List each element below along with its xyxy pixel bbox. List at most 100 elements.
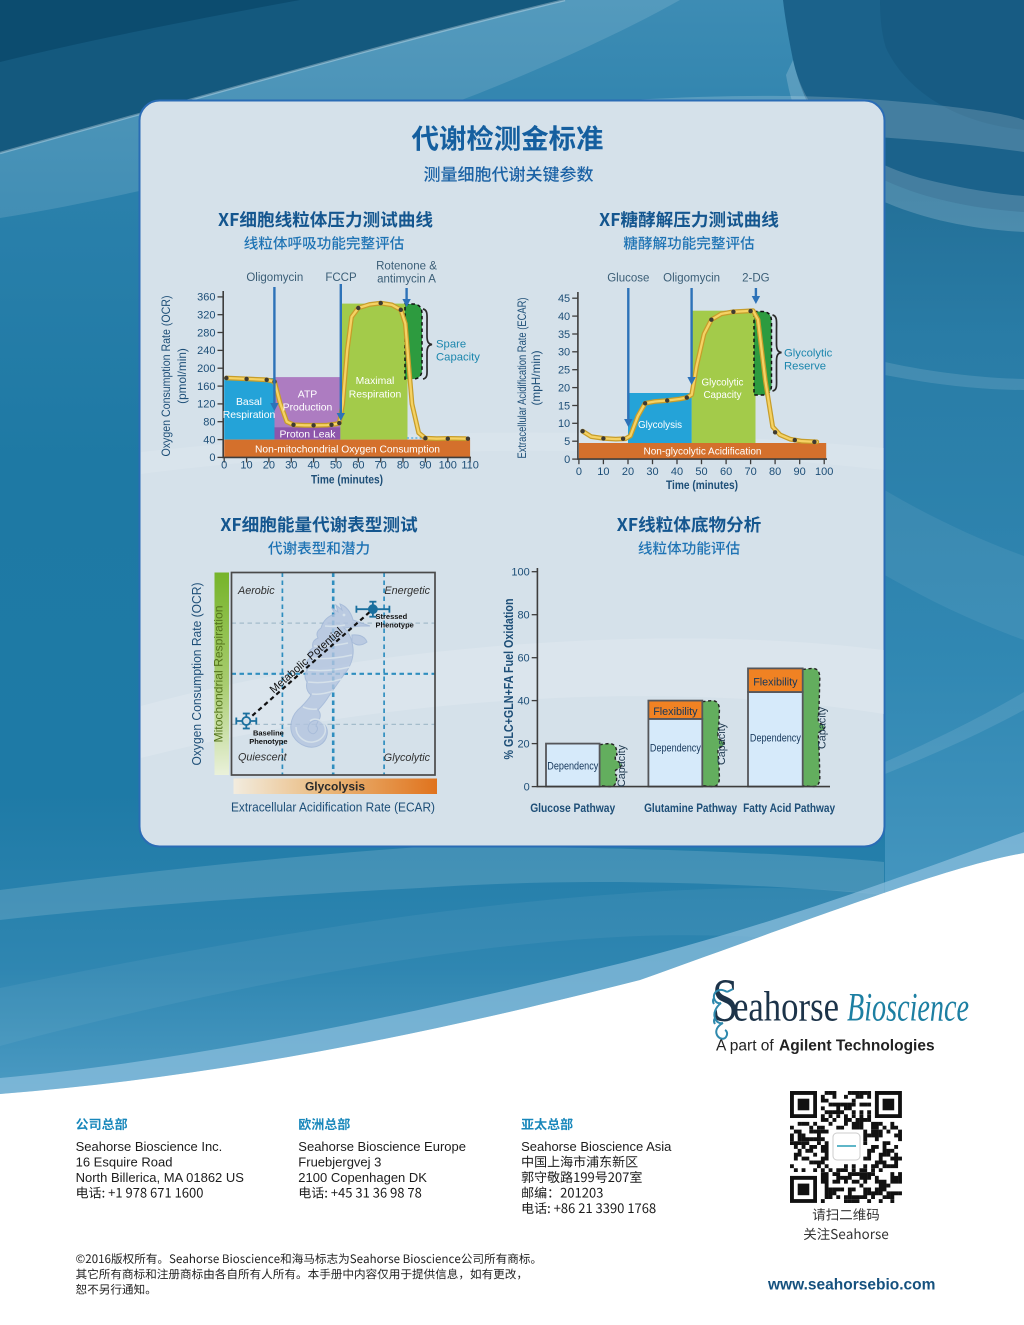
svg-text:Bioscience: Bioscience: [847, 984, 969, 1029]
svg-text:Glycolytic: Glycolytic: [784, 348, 833, 360]
svg-text:Phenotype: Phenotype: [249, 737, 287, 746]
svg-text:eahorse: eahorse: [733, 984, 839, 1030]
svg-text:0: 0: [209, 452, 215, 464]
svg-text:Glycolytic: Glycolytic: [702, 378, 744, 389]
svg-text:16 Esquire Road: 16 Esquire Road: [76, 1155, 173, 1170]
svg-text:Oxygen Consumption Rate (OCR): Oxygen Consumption Rate (OCR): [189, 583, 204, 766]
svg-text:Oligomycin: Oligomycin: [663, 273, 720, 285]
svg-text:80: 80: [769, 466, 781, 478]
svg-text:Glutamine Pathway: Glutamine Pathway: [644, 801, 737, 815]
svg-text:Glycolysis: Glycolysis: [638, 420, 682, 431]
svg-text:Seahorse Bioscience Inc.: Seahorse Bioscience Inc.: [76, 1139, 223, 1154]
svg-text:90: 90: [794, 466, 806, 478]
svg-text:% GLC+GLN+FA Fuel Oxidation: % GLC+GLN+FA Fuel Oxidation: [502, 599, 516, 760]
svg-text:Capacity: Capacity: [616, 744, 628, 787]
svg-text:Capacity: Capacity: [703, 390, 741, 401]
svg-text:antimycin A: antimycin A: [377, 274, 436, 286]
svg-text:Dependency: Dependency: [750, 733, 801, 745]
svg-text:40: 40: [517, 695, 529, 707]
svg-text:0: 0: [576, 466, 582, 478]
svg-text:North Billerica, MA 01862 US: North Billerica, MA 01862 US: [76, 1170, 245, 1185]
svg-text:S: S: [712, 966, 738, 1034]
svg-text:Glycolysis: Glycolysis: [305, 780, 365, 794]
svg-text:0: 0: [221, 460, 227, 472]
svg-text:60: 60: [352, 460, 364, 472]
svg-text:90: 90: [419, 460, 431, 472]
svg-text:Fatty Acid Pathway: Fatty Acid Pathway: [743, 801, 835, 815]
svg-text:320: 320: [197, 310, 215, 322]
svg-text:Aerobic: Aerobic: [237, 585, 275, 597]
svg-text:20: 20: [517, 738, 529, 750]
svg-text:10: 10: [597, 466, 609, 478]
svg-text:5: 5: [564, 436, 570, 448]
svg-text:360: 360: [197, 292, 215, 304]
svg-text:Capacity: Capacity: [436, 352, 480, 364]
svg-text:20: 20: [263, 460, 275, 472]
svg-text:15: 15: [558, 400, 570, 412]
svg-text:Spare: Spare: [436, 339, 466, 351]
svg-text:280: 280: [197, 327, 215, 339]
svg-text:100: 100: [815, 466, 833, 478]
svg-text:Baseline: Baseline: [253, 729, 284, 738]
svg-text:Non-mitochondrial Oxygen Consu: Non-mitochondrial Oxygen Consumption: [255, 445, 440, 456]
svg-text:80: 80: [203, 417, 215, 429]
svg-text:20: 20: [622, 466, 634, 478]
svg-text:110: 110: [461, 460, 479, 472]
svg-text:Oligomycin: Oligomycin: [246, 272, 303, 284]
svg-text:Extracellular Acidification Ra: Extracellular Acidification Rate (ECAR): [515, 297, 529, 458]
svg-text:Fruebjergvej 3: Fruebjergvej 3: [298, 1155, 381, 1170]
svg-text:100: 100: [439, 460, 457, 472]
svg-text:Quiescent: Quiescent: [238, 752, 288, 764]
svg-text:50: 50: [330, 460, 342, 472]
svg-text:A part of: A part of: [716, 1038, 774, 1055]
svg-text:10: 10: [240, 460, 252, 472]
svg-text:Time (minutes): Time (minutes): [311, 473, 383, 487]
svg-text:Time (minutes): Time (minutes): [666, 478, 738, 492]
svg-text:Agilent Technologies: Agilent Technologies: [779, 1038, 935, 1055]
svg-text:0: 0: [564, 454, 570, 466]
svg-text:ATP: ATP: [298, 390, 318, 401]
svg-text:30: 30: [646, 466, 658, 478]
svg-text:2-DG: 2-DG: [742, 273, 770, 285]
svg-text:30: 30: [285, 460, 297, 472]
svg-text:Mitochondrial Respiration: Mitochondrial Respiration: [212, 606, 226, 743]
svg-text:Flexibility: Flexibility: [653, 706, 698, 718]
svg-text:70: 70: [744, 466, 756, 478]
svg-text:Glucose Pathway: Glucose Pathway: [530, 801, 615, 815]
svg-text:240: 240: [197, 345, 215, 357]
svg-text:Extracellular Acidification Ra: Extracellular Acidification Rate (ECAR): [231, 801, 435, 815]
svg-text:Basal: Basal: [236, 397, 262, 408]
svg-text:Seahorse Bioscience Europe: Seahorse Bioscience Europe: [298, 1139, 466, 1154]
svg-text:50: 50: [695, 466, 707, 478]
svg-text:30: 30: [558, 347, 570, 359]
svg-text:Rotenone &: Rotenone &: [376, 261, 437, 273]
svg-text:Flexibility: Flexibility: [753, 677, 798, 689]
svg-text:Glycolytic: Glycolytic: [384, 752, 431, 764]
svg-text:(pmol/min): (pmol/min): [175, 348, 189, 404]
svg-text:FCCP: FCCP: [325, 272, 357, 284]
svg-text:2100 Copenhagen DK: 2100 Copenhagen DK: [298, 1170, 427, 1185]
svg-text:40: 40: [203, 434, 215, 446]
svg-text:100: 100: [511, 567, 529, 579]
svg-text:20: 20: [558, 382, 570, 394]
svg-text:Seahorse Bioscience Asia: Seahorse Bioscience Asia: [521, 1139, 672, 1154]
svg-text:70: 70: [375, 460, 387, 472]
svg-text:40: 40: [558, 311, 570, 323]
svg-text:0: 0: [524, 781, 530, 793]
svg-text:Reserve: Reserve: [784, 361, 826, 373]
svg-text:35: 35: [558, 329, 570, 341]
svg-text:60: 60: [517, 652, 529, 664]
svg-text:Oxygen Consumption Rate (OCR): Oxygen Consumption Rate (OCR): [159, 295, 173, 456]
svg-text:200: 200: [197, 363, 215, 375]
svg-text:Capacity: Capacity: [716, 722, 728, 765]
svg-text:Dependency: Dependency: [650, 743, 701, 755]
svg-text:Energetic: Energetic: [384, 585, 430, 597]
svg-text:Proton Leak: Proton Leak: [279, 430, 336, 441]
svg-text:160: 160: [197, 381, 215, 393]
svg-text:www.seahorsebio.com: www.seahorsebio.com: [767, 1277, 935, 1294]
svg-text:120: 120: [197, 399, 215, 411]
svg-text:10: 10: [558, 418, 570, 430]
svg-text:45: 45: [558, 293, 570, 305]
svg-text:25: 25: [558, 365, 570, 377]
svg-text:(mpH/min): (mpH/min): [529, 350, 543, 405]
